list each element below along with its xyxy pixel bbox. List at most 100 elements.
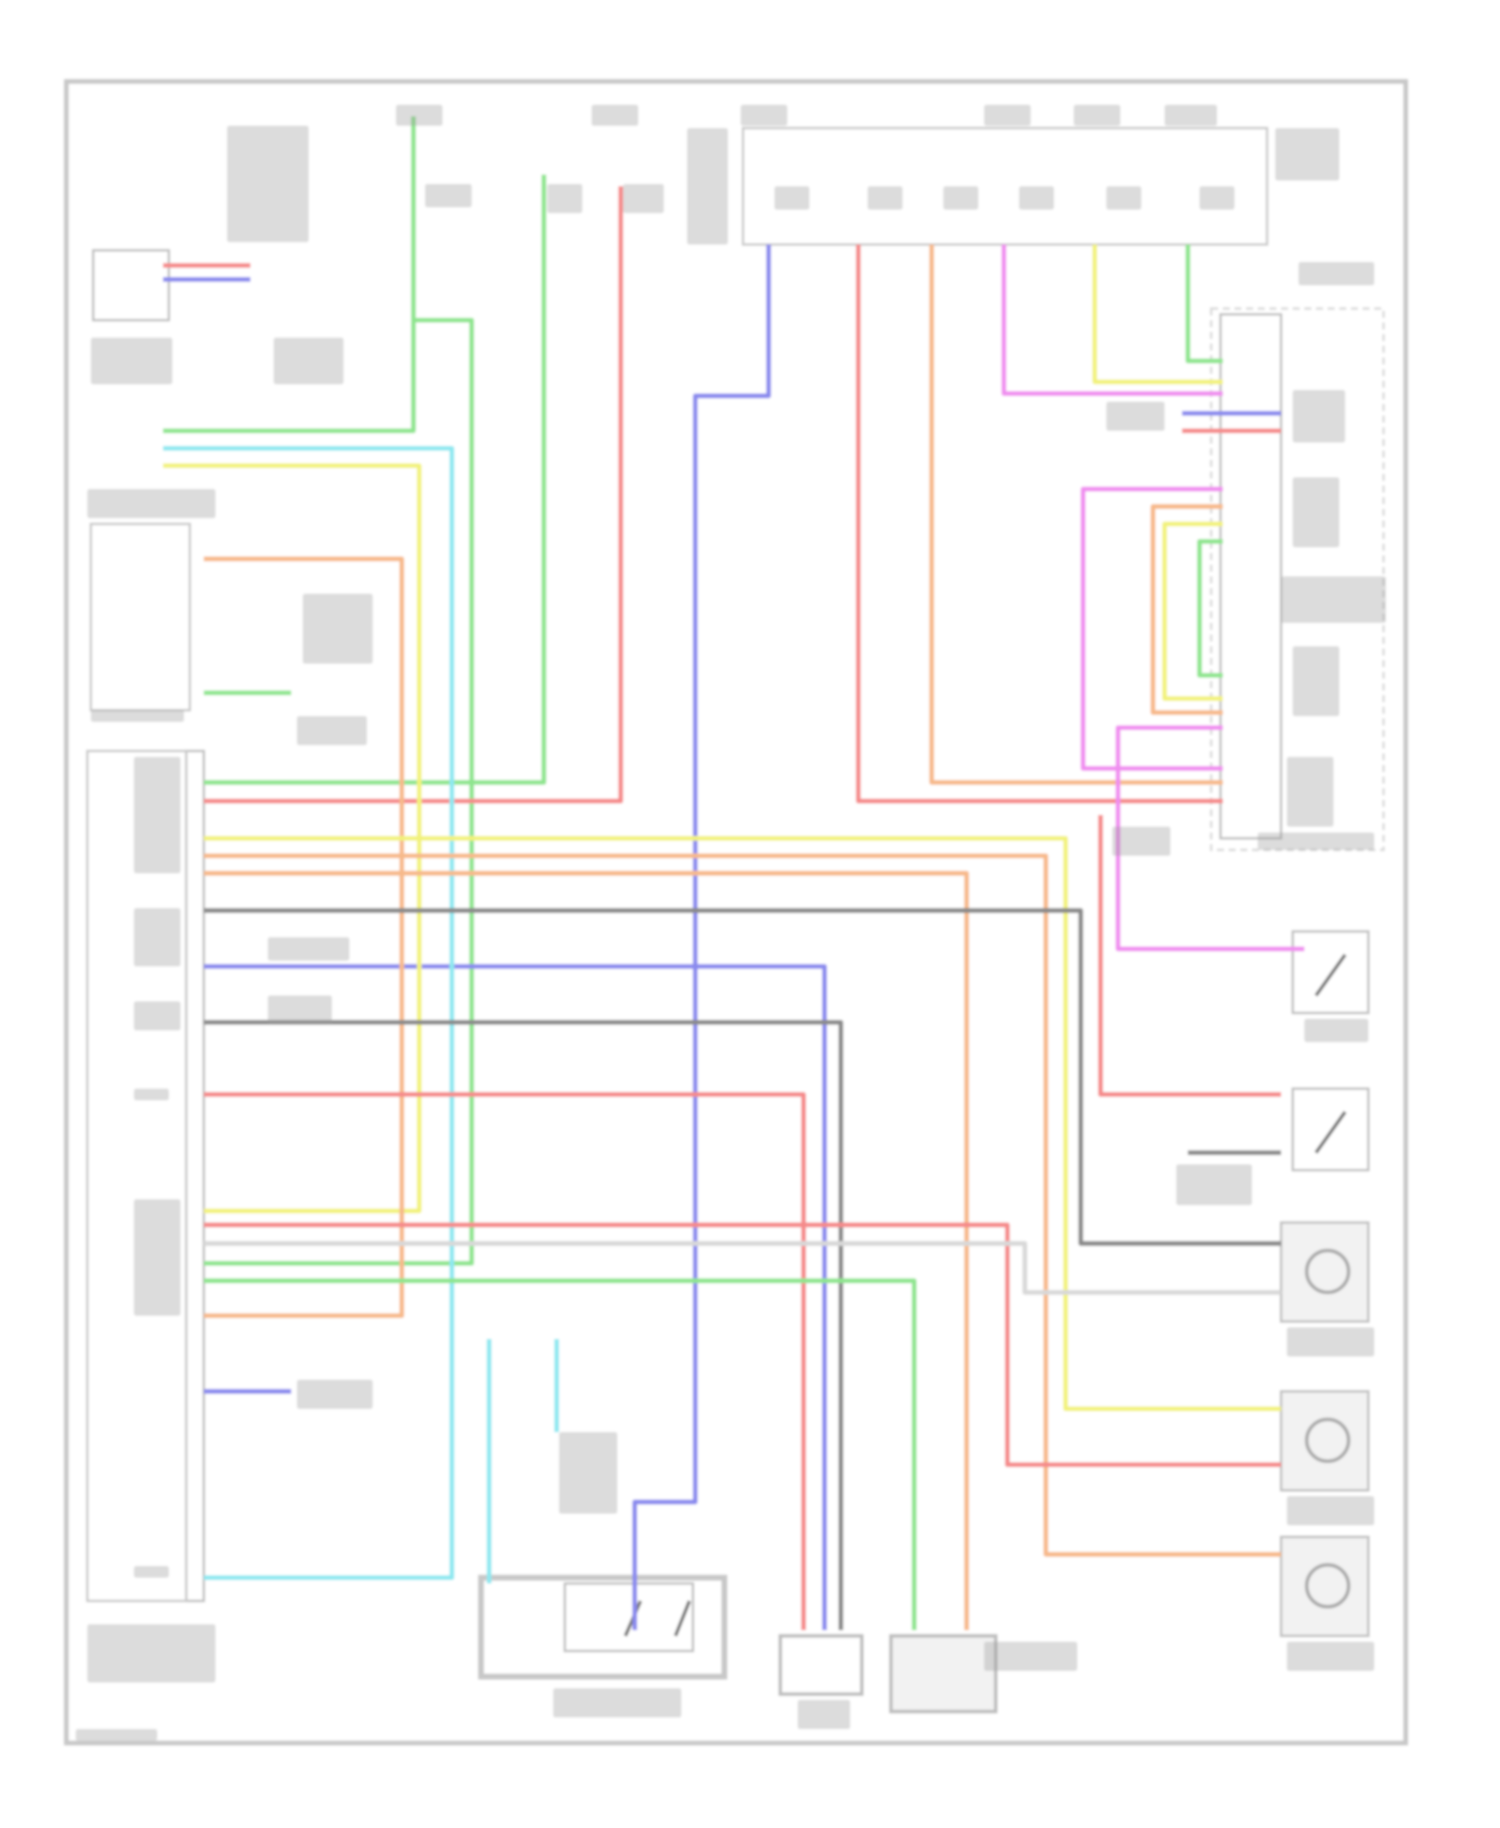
wire-yellow bbox=[203, 835, 1282, 1412]
wire-red bbox=[203, 1222, 1282, 1468]
illegible-label bbox=[559, 1432, 618, 1514]
illegible-label bbox=[425, 183, 472, 208]
wire-red bbox=[1098, 815, 1282, 1097]
illegible-label bbox=[1106, 186, 1142, 210]
stop-lamp-switch bbox=[478, 1574, 728, 1680]
illegible-label bbox=[267, 937, 350, 961]
illegible-label bbox=[1286, 1327, 1375, 1357]
illegible-label bbox=[296, 1379, 373, 1409]
right-connector bbox=[1219, 313, 1283, 840]
illegible-label bbox=[1286, 1496, 1375, 1526]
illegible-label bbox=[133, 1001, 181, 1031]
wire-blue bbox=[203, 964, 827, 1631]
illegible-label bbox=[90, 337, 173, 385]
wire-red bbox=[203, 186, 624, 804]
wire-orange bbox=[929, 244, 1223, 785]
illegible-label bbox=[1286, 756, 1334, 827]
illegible-label bbox=[227, 125, 309, 243]
wire-green bbox=[203, 174, 547, 785]
illegible-label bbox=[90, 710, 185, 722]
illegible-label bbox=[1176, 1164, 1252, 1206]
wire-orange bbox=[1150, 504, 1223, 715]
illegible-label bbox=[591, 104, 639, 126]
switch-contact-icon bbox=[673, 1600, 692, 1637]
wire-red bbox=[855, 244, 1223, 804]
steering-sensor-connector bbox=[92, 249, 171, 322]
illegible-label bbox=[75, 1729, 158, 1741]
wire-green bbox=[1197, 539, 1223, 678]
illegible-label bbox=[1019, 186, 1054, 210]
illegible-label bbox=[87, 489, 216, 519]
illegible-label bbox=[133, 1566, 169, 1578]
wire-orange bbox=[203, 853, 1282, 1557]
illegible-label bbox=[302, 593, 373, 664]
illegible-label bbox=[774, 186, 810, 210]
illegible-label bbox=[623, 183, 664, 214]
wheel-speed-sensor bbox=[1279, 1221, 1370, 1323]
illegible-label bbox=[395, 104, 443, 126]
illegible-label bbox=[273, 337, 344, 385]
illegible-label bbox=[1275, 128, 1340, 181]
wire-magenta bbox=[1080, 486, 1223, 771]
wheel-speed-sensor bbox=[1279, 1390, 1370, 1492]
wheel-speed-sensor bbox=[1279, 1535, 1370, 1638]
wire-yellow bbox=[1162, 521, 1223, 701]
illegible-label bbox=[687, 128, 728, 245]
illegible-label bbox=[296, 716, 367, 746]
sensor-module bbox=[778, 1634, 864, 1696]
illegible-label bbox=[740, 104, 788, 126]
illegible-label bbox=[133, 1088, 169, 1101]
illegible-label bbox=[867, 186, 903, 210]
sensor-icon bbox=[1304, 1248, 1351, 1295]
switch-box bbox=[1291, 930, 1370, 1015]
illegible-label bbox=[1292, 390, 1346, 443]
wire-darkgray bbox=[203, 1019, 844, 1631]
sensor-icon bbox=[1304, 1417, 1351, 1463]
illegible-label bbox=[943, 186, 979, 210]
illegible-label bbox=[1112, 826, 1171, 856]
illegible-label bbox=[547, 183, 583, 214]
wire-lightgray bbox=[203, 1241, 1282, 1295]
illegible-label bbox=[1073, 104, 1121, 126]
illegible-label bbox=[87, 1624, 216, 1683]
illegible-label bbox=[797, 1699, 851, 1730]
wire-red bbox=[203, 1092, 806, 1631]
illegible-label bbox=[133, 1199, 181, 1316]
illegible-label bbox=[133, 908, 181, 967]
illegible-label bbox=[984, 1641, 1078, 1671]
illegible-label bbox=[984, 104, 1031, 126]
illegible-label bbox=[1164, 104, 1218, 126]
switch-icon bbox=[1314, 953, 1347, 997]
illegible-label bbox=[1286, 1641, 1375, 1671]
rear-wheel-sensor bbox=[889, 1634, 998, 1714]
wire-green bbox=[203, 1278, 917, 1631]
stop-lamp-switch-inner bbox=[563, 1582, 695, 1653]
wire-cyan bbox=[163, 445, 455, 1580]
sensor-icon bbox=[1304, 1563, 1351, 1609]
illegible-label bbox=[1292, 477, 1340, 548]
illegible-label bbox=[1292, 646, 1340, 717]
switch-icon bbox=[1314, 1110, 1347, 1154]
wire-green bbox=[1185, 244, 1223, 364]
illegible-label bbox=[1257, 832, 1375, 850]
wire-orange bbox=[203, 870, 969, 1631]
control-unit-connector bbox=[185, 749, 205, 1603]
wire-magenta bbox=[1001, 244, 1223, 396]
illegible-label bbox=[1298, 261, 1375, 286]
illegible-label bbox=[1304, 1018, 1369, 1043]
illegible-label bbox=[267, 995, 332, 1025]
illegible-label bbox=[1199, 186, 1235, 210]
illegible-label bbox=[1281, 576, 1386, 623]
wire-green bbox=[163, 116, 416, 434]
wire-green bbox=[203, 317, 474, 1266]
illegible-label bbox=[133, 756, 181, 874]
wire-orange bbox=[203, 556, 405, 1319]
wire-darkgray bbox=[203, 908, 1282, 1246]
switch-box bbox=[1291, 1087, 1370, 1172]
wire-blue bbox=[632, 244, 771, 1631]
illegible-label bbox=[1106, 401, 1165, 431]
control-unit-box bbox=[86, 749, 188, 1603]
illegible-label bbox=[553, 1688, 682, 1718]
wire-yellow bbox=[1092, 244, 1223, 385]
